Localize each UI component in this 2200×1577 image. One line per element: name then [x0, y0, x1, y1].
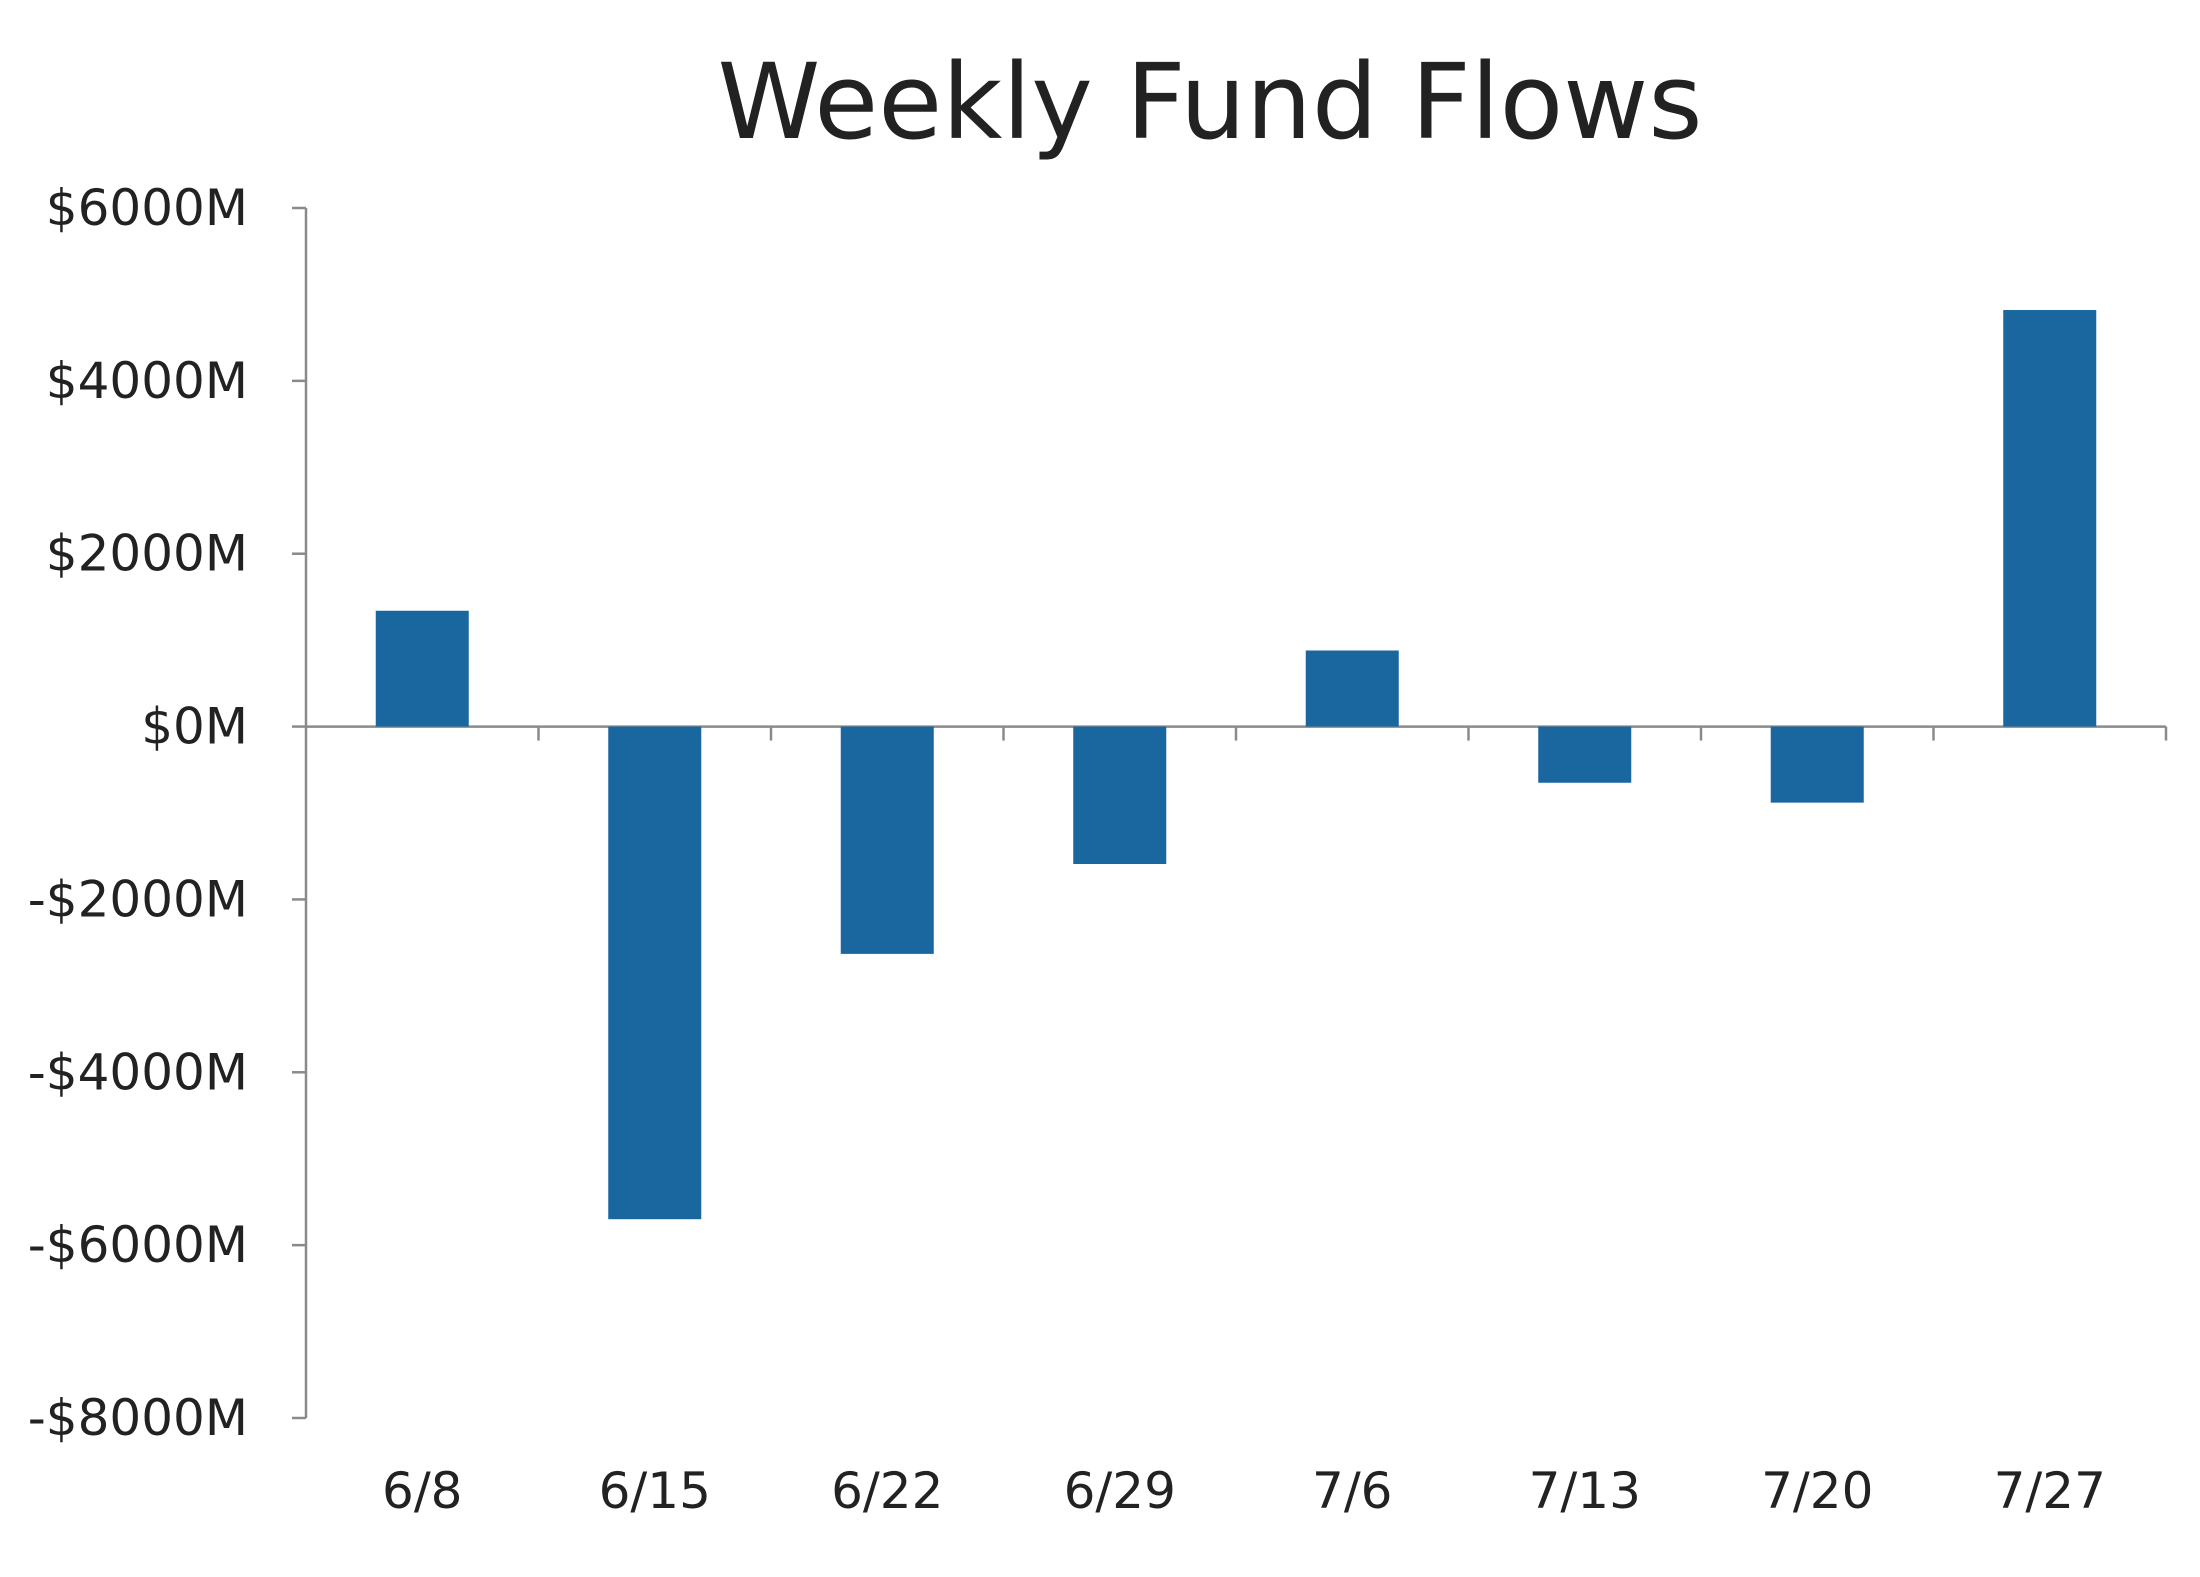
y-tick-label: $4000M: [46, 352, 248, 410]
x-tick-label: 6/15: [599, 1462, 711, 1520]
bars: [375, 309, 2097, 1220]
y-tick-label: -$4000M: [28, 1043, 248, 1101]
y-axis: $6000M $4000M $2000M $0M -$2000M -$4000M -$600…: [28, 179, 308, 1447]
y-tick-label: -$2000M: [28, 870, 248, 928]
bar: [1073, 726, 1167, 864]
y-tick-label: $2000M: [46, 525, 248, 583]
x-axis: 6/8 6/15 6/22 6/29 7/6 7/13 7/20 7/27: [306, 725, 2168, 1520]
x-tick-label: 6/22: [831, 1462, 943, 1520]
bar: [1305, 650, 1399, 727]
y-tick-label: -$6000M: [28, 1216, 248, 1274]
bar: [608, 726, 702, 1220]
chart-title: Weekly Fund Flows: [717, 41, 1702, 163]
x-tick-label: 6/29: [1064, 1462, 1176, 1520]
x-tick-label: 7/27: [1994, 1462, 2106, 1520]
bar: [375, 610, 469, 727]
bar: [1538, 726, 1632, 783]
x-tick-label: 7/6: [1312, 1462, 1392, 1520]
y-tick-label: $6000M: [46, 179, 248, 237]
bar: [1770, 726, 1864, 803]
x-tick-label: 6/8: [382, 1462, 462, 1520]
x-tick-label: 7/20: [1761, 1462, 1873, 1520]
bar: [2003, 309, 2097, 727]
x-tick-label: 7/13: [1529, 1462, 1641, 1520]
y-tick-label: -$8000M: [28, 1389, 248, 1447]
y-tick-label: $0M: [141, 698, 248, 756]
bar: [840, 726, 934, 954]
